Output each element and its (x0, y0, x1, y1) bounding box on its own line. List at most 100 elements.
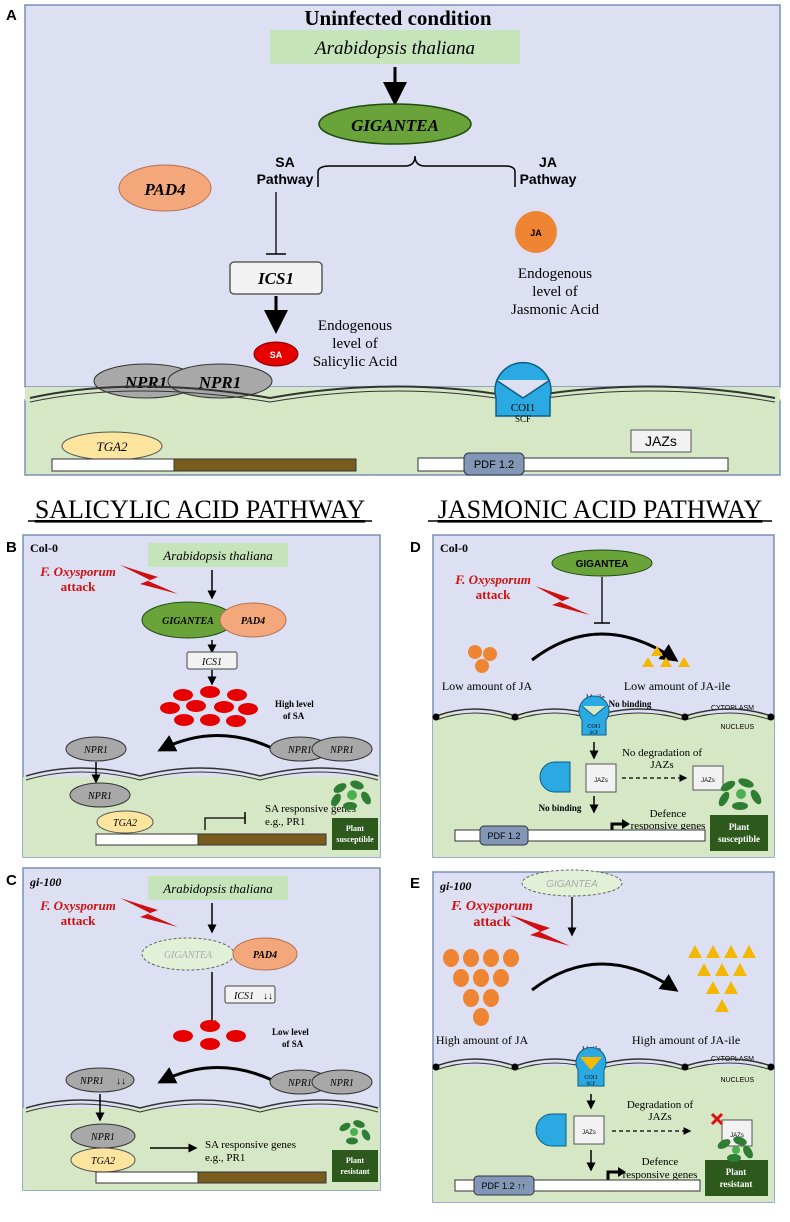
b-npr1-nuc-label: NPR1 (87, 791, 112, 802)
e-pdf12 (473, 1175, 535, 1196)
b-level-1: High level (275, 699, 314, 709)
nuclear-membrane-bottom (29, 390, 776, 403)
scf-label: SCF (515, 414, 531, 424)
c-npr1-mono (65, 1067, 135, 1093)
panel-e-genotype: gi-100 (439, 879, 471, 893)
e-jaile-amount: High amount of JA-ile (632, 1033, 740, 1047)
b-tga2 (96, 810, 154, 834)
ja-level-1: Endogenous (518, 266, 592, 282)
b-outcome-box (332, 818, 378, 850)
d-nucleus: NUCLEUS (721, 724, 755, 731)
d-plant-icon (718, 778, 762, 810)
e-degraded-x-icon (710, 1112, 724, 1126)
e-pdf12-label: PDF 1.2 (481, 1181, 514, 1191)
e-degr-1: Degradation of (627, 1099, 694, 1111)
d-scf-label: SCF (590, 731, 599, 736)
c-sa-cluster (173, 1020, 246, 1050)
b-npr1-d2: NPR1 (329, 745, 354, 756)
d-pdf12 (479, 825, 529, 846)
npr1-label-1: NPR1 (124, 373, 168, 392)
ics1-label: ICS1 (257, 269, 294, 288)
d-jazs-bound: JAZs (594, 778, 608, 784)
c-pad4-label: PAD4 (253, 950, 277, 961)
panel-b-genotype: Col-0 (30, 541, 58, 555)
c-npr1-d1: NPR1 (287, 1078, 312, 1089)
d-ja-dots (468, 645, 497, 673)
e-jazs-free: JAZs (730, 1133, 744, 1139)
panel-e-letter: E (410, 875, 420, 892)
sa-level-1: Endogenous (318, 318, 392, 334)
e-coi1-label: COI1 (584, 1075, 597, 1081)
panel-c: C gi-100 Arabidopsis thaliana F. Oxyspor… (6, 867, 381, 1191)
jazs-label: JAZs (645, 433, 677, 449)
b-npr1-nuc (69, 782, 131, 808)
d-attack-2: attack (476, 587, 511, 602)
b-pad4 (219, 602, 287, 638)
ics1-node (229, 261, 323, 295)
tga2-label: TGA2 (96, 439, 128, 454)
b-outcome-1: Plant (346, 824, 365, 833)
c-pad4 (232, 937, 298, 971)
d-attack-1: F. Oxysporum (454, 572, 531, 587)
panel-a-letter: A (6, 7, 17, 24)
pathway-brace (317, 155, 516, 187)
c-outcome-1: Plant (346, 1156, 365, 1165)
e-outcome-2: resistant (720, 1179, 753, 1189)
e-gigantea-label: GIGANTEA (546, 879, 598, 890)
b-genes-1: SA responsive genes (265, 803, 356, 815)
b-sa-cluster (160, 686, 258, 727)
ja-pathway-l2: Pathway (520, 171, 577, 187)
b-ics1 (186, 651, 238, 670)
e-outcome-1: Plant (726, 1167, 747, 1177)
d-jaile-triangles (642, 646, 690, 667)
d-defence-2: responsive genes (631, 820, 706, 832)
c-npr1-mono-label: NPR1 (79, 1076, 104, 1087)
panel-a: A Uninfected condition Arabidopsis thali… (6, 4, 781, 476)
c-lightning-icon (120, 898, 178, 927)
e-defence-1: Defence (642, 1156, 679, 1168)
d-jazs-free: JAZs (701, 778, 715, 784)
c-plant-icon (339, 1120, 371, 1145)
sa-pathway-l1: SA (275, 154, 294, 170)
heading-ja: JASMONIC ACID PATHWAY (438, 495, 763, 524)
d-no-binding-1: No binding (609, 699, 652, 709)
pdf12-label: PDF 1.2 (474, 459, 514, 471)
gigantea-node (318, 103, 472, 145)
panel-a-title: Uninfected condition (304, 6, 492, 30)
d-gigantea (551, 549, 653, 577)
d-outcome-box (710, 815, 768, 851)
d-degr-1: No degradation of (622, 747, 702, 759)
b-ics1-label: ICS1 (201, 657, 222, 668)
c-attack-1: F. Oxysporum (39, 898, 116, 913)
e-coi1-complex (535, 1113, 567, 1147)
c-tga2-label: TGA2 (91, 1156, 115, 1167)
pdf12-node (463, 452, 525, 476)
jazs-box (630, 429, 692, 453)
panel-d: D Col-0 GIGANTEA F. Oxysporum attack Low… (410, 534, 775, 858)
b-pad4-label: PAD4 (241, 616, 265, 627)
b-gigantea-label: GIGANTEA (162, 616, 214, 627)
d-jaile-amount: Low amount of JA-ile (624, 679, 730, 693)
panel-e: E gi-100 GIGANTEA F. Oxysporum attack Hi… (410, 869, 775, 1203)
d-defence-1: Defence (650, 808, 687, 820)
b-outcome-2: susceptible (336, 835, 374, 844)
sa-molecule (253, 341, 299, 367)
sa-level-2: level of (332, 336, 377, 352)
e-ja-dots (443, 949, 519, 1026)
b-level-2: of SA (283, 711, 305, 721)
e-jazs-bound: JAZs (582, 1130, 596, 1136)
heading-sa: SALICYLIC ACID PATHWAY (35, 495, 366, 524)
b-attack-2: attack (61, 579, 96, 594)
pad4-node (118, 164, 212, 212)
sa-level-3: Salicylic Acid (313, 354, 398, 370)
panel-b-letter: B (6, 539, 17, 556)
species-label: Arabidopsis thaliana (313, 38, 475, 59)
d-outcome-2: susceptible (718, 834, 760, 844)
sa-pathway-l2: Pathway (257, 171, 314, 187)
npr1-label-2: NPR1 (198, 373, 242, 392)
c-ics1-label: ICS1 (233, 991, 254, 1002)
e-up-arrows-icon: ↑↑ (517, 1181, 526, 1191)
e-ja-amount: High amount of JA (436, 1033, 529, 1047)
c-genes-2: e.g., PR1 (205, 1152, 245, 1164)
